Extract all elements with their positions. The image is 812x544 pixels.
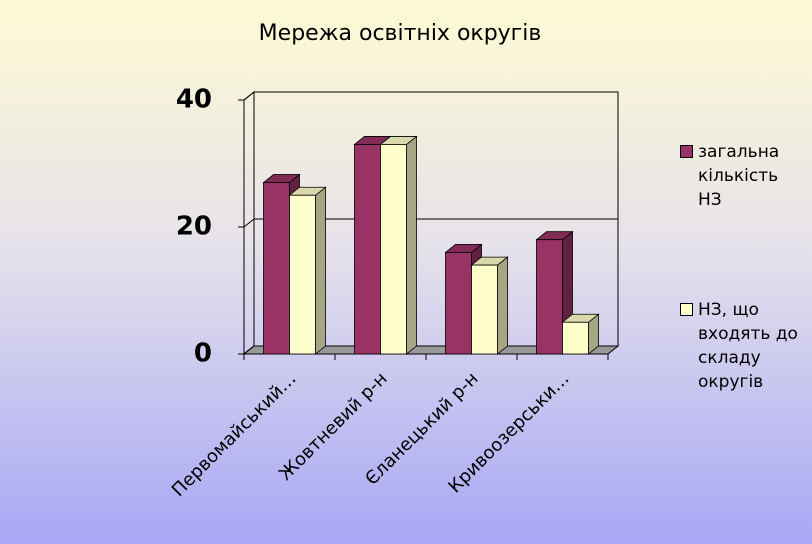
legend-swatch	[680, 303, 693, 316]
bar	[289, 194, 316, 355]
grid-line	[243, 218, 618, 228]
bar	[536, 239, 563, 355]
bar-side	[315, 186, 326, 355]
legend-item: загальна кількість НЗ	[680, 140, 800, 212]
legend-label: загальна кількість НЗ	[698, 142, 780, 210]
bar	[445, 251, 472, 355]
bar-side	[406, 135, 417, 355]
bar	[263, 182, 290, 355]
y-tick-label: 0	[194, 339, 212, 369]
bar	[354, 144, 381, 355]
grid-line	[243, 91, 618, 101]
bar	[471, 264, 498, 355]
bar	[380, 144, 407, 355]
bar-side	[497, 256, 508, 355]
chart-title: Мережа освітніх округів	[259, 21, 542, 46]
legend-swatch	[680, 145, 693, 158]
y-tick-label: 20	[176, 212, 212, 242]
legend-label: НЗ, що входять до складу округів	[698, 300, 798, 392]
x-tick-label: Первомайський…	[168, 368, 301, 501]
bar	[562, 321, 589, 355]
y-tick-label: 40	[176, 85, 212, 115]
legend-item: НЗ, що входять до складу округів	[680, 298, 800, 394]
